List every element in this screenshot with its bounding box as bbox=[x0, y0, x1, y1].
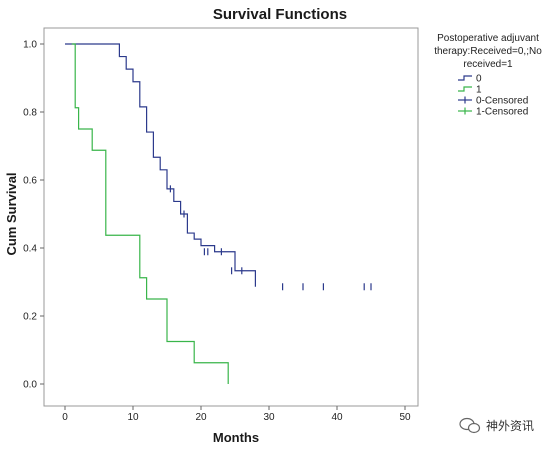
legend-swatch bbox=[458, 86, 472, 92]
legend: Postoperative adjuvant therapy:Received=… bbox=[434, 33, 542, 118]
chart-title: Survival Functions bbox=[213, 6, 347, 23]
y-tick-label: 1.0 bbox=[23, 40, 37, 51]
series-1-line bbox=[71, 43, 229, 384]
legend-label: 0 bbox=[476, 74, 482, 85]
watermark-text: 神外资讯 bbox=[486, 419, 534, 433]
x-tick-label: 50 bbox=[399, 412, 411, 423]
y-axis-label: Cum Survival bbox=[4, 172, 19, 255]
y-tick-label: 0.0 bbox=[23, 380, 37, 391]
x-tick-label: 20 bbox=[195, 412, 207, 423]
legend-item-0: 0 bbox=[458, 74, 482, 85]
legend-label: 1-Censored bbox=[476, 107, 528, 118]
axes: 0 10 20 30 40 50 0.0 0.2 0.4 0.6 0.8 1.0 bbox=[23, 40, 411, 424]
x-tick-label: 10 bbox=[127, 412, 139, 423]
x-tick-label: 30 bbox=[263, 412, 275, 423]
y-tick-label: 0.2 bbox=[23, 312, 37, 323]
legend-title-line-1: Postoperative adjuvant bbox=[437, 33, 539, 44]
legend-swatch bbox=[458, 75, 472, 81]
legend-label: 1 bbox=[476, 85, 482, 96]
legend-title-line-2: therapy:Received=0,;No bbox=[434, 46, 542, 57]
legend-label: 0-Censored bbox=[476, 96, 528, 107]
legend-item-1-Censored: 1-Censored bbox=[458, 107, 528, 118]
x-axis-label: Months bbox=[213, 430, 259, 445]
plot-frame bbox=[43, 27, 419, 407]
x-tick-label: 40 bbox=[331, 412, 343, 423]
legend-item-0-Censored: 0-Censored bbox=[458, 96, 528, 107]
y-tick-label: 0.6 bbox=[23, 176, 37, 187]
y-tick-label: 0.8 bbox=[23, 108, 37, 119]
chat-bubble-icon bbox=[459, 417, 481, 434]
series-0-line bbox=[65, 43, 256, 287]
censor-layer bbox=[169, 185, 372, 291]
series-layer bbox=[65, 43, 256, 384]
legend-title-line-3: received=1 bbox=[463, 59, 513, 70]
x-tick-label: 0 bbox=[62, 412, 68, 423]
watermark: 神外资讯 bbox=[459, 417, 534, 434]
legend-item-1: 1 bbox=[458, 85, 482, 96]
y-tick-label: 0.4 bbox=[23, 244, 37, 255]
